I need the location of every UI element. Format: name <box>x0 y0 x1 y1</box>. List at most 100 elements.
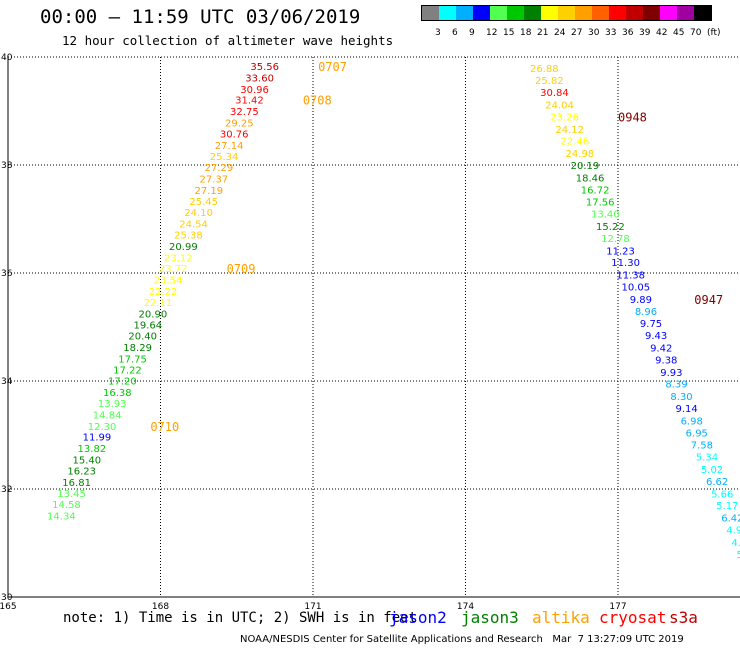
wave-height-value: 24.54 <box>179 219 208 230</box>
wave-height-value: 14.84 <box>93 410 122 421</box>
wave-height-value: 25.34 <box>210 152 239 163</box>
satellite-legend-item: s3a <box>669 608 698 627</box>
wave-height-value: 16.23 <box>67 467 96 478</box>
wave-height-value: 9.14 <box>675 404 697 415</box>
wave-height-value: 13.82 <box>78 444 107 455</box>
color-scale-label: 18 <box>520 28 532 38</box>
color-scale-label: 33 <box>605 28 617 38</box>
color-swatch <box>677 6 694 20</box>
wave-height-value: 4.86 <box>731 538 740 549</box>
wave-height-value: 5.66 <box>711 489 733 500</box>
color-swatch <box>490 6 507 20</box>
pass-time-label: 0948 <box>618 110 647 124</box>
latitude-tick-label: 36 <box>1 269 13 279</box>
wave-height-value: 5.83 <box>736 550 740 561</box>
wave-height-value: 22.22 <box>149 287 178 298</box>
wave-height-value: 9.89 <box>630 295 652 306</box>
color-scale-label: (ft) <box>707 28 721 38</box>
satellite-legend-item: altika <box>532 608 590 627</box>
longitude-tick-label: 171 <box>304 602 321 612</box>
latitude-tick-label: 32 <box>1 485 12 495</box>
wave-height-value: 13.40 <box>591 210 620 221</box>
wave-height-value: 11.99 <box>83 433 112 444</box>
wave-height-value: 20.19 <box>571 161 600 172</box>
wave-height-value: 23.72 <box>159 264 188 275</box>
wave-height-value: 29.25 <box>225 118 254 129</box>
wave-height-value: 25.45 <box>189 197 218 208</box>
wave-height-value: 12.78 <box>601 234 630 245</box>
wave-height-value: 27.29 <box>205 163 234 174</box>
color-scale-label: 9 <box>469 28 475 38</box>
wave-height-value: 16.81 <box>62 478 91 489</box>
wave-height-value: 27.14 <box>215 141 244 152</box>
wave-height-value: 8.39 <box>665 380 687 391</box>
wave-height-value: 25.38 <box>174 231 203 242</box>
satellite-legend-item: jason2 <box>389 608 447 627</box>
wave-height-value: 5.17 <box>716 501 738 512</box>
color-scale-label: 30 <box>588 28 600 38</box>
wave-height-value: 35.56 <box>250 62 279 73</box>
wave-height-value: 6.98 <box>681 416 703 427</box>
color-swatch <box>541 6 558 20</box>
wave-height-value: 11.23 <box>606 246 635 257</box>
latitude-tick-label: 34 <box>1 377 13 387</box>
wave-height-value: 30.76 <box>220 130 249 141</box>
credit-line: NOAA/NESDIS Center for Satellite Applica… <box>240 634 684 645</box>
pass-time-label: 0709 <box>227 262 256 276</box>
wave-height-value: 17.56 <box>586 198 615 209</box>
color-scale-label: 45 <box>673 28 685 38</box>
wave-height-value: 14.58 <box>52 500 81 511</box>
color-swatch <box>524 6 541 20</box>
wave-height-value: 14.34 <box>47 511 76 522</box>
color-scale-label: 15 <box>503 28 515 38</box>
wave-height-value: 8.30 <box>670 392 692 403</box>
wave-height-value: 9.93 <box>660 368 682 379</box>
wave-height-value: 15.22 <box>596 222 625 233</box>
wave-height-value: 5.34 <box>696 453 718 464</box>
wave-height-value: 32.75 <box>230 107 259 118</box>
wave-height-value: 31.42 <box>235 96 264 107</box>
color-scale-label: 3 <box>435 28 441 38</box>
color-swatch <box>609 6 626 20</box>
wave-height-value: 9.42 <box>650 344 672 355</box>
wave-height-value: 17.22 <box>113 366 142 377</box>
color-swatch <box>439 6 456 20</box>
wave-height-value: 16.72 <box>581 185 610 196</box>
wave-height-value: 7.58 <box>691 441 713 452</box>
wave-height-value: 27.19 <box>194 186 223 197</box>
color-swatch <box>507 6 524 20</box>
color-scale-label: 12 <box>486 28 498 38</box>
wave-height-value: 8.96 <box>635 307 657 318</box>
page-title: 00:00 – 11:59 UTC 03/06/2019 <box>40 6 361 28</box>
longitude-tick-label: 177 <box>609 602 626 612</box>
color-scale-label: 70 <box>690 28 702 38</box>
wave-height-value: 17.75 <box>118 354 147 365</box>
wave-height-value: 17.20 <box>108 376 137 387</box>
wave-height-value: 30.96 <box>240 85 269 96</box>
color-swatch <box>626 6 643 20</box>
wave-height-value: 25.82 <box>535 76 564 87</box>
pass-time-label: 0708 <box>303 94 332 108</box>
wave-height-value: 24.04 <box>545 101 574 112</box>
color-scale-label: 27 <box>571 28 583 38</box>
wave-height-value: 10.05 <box>621 283 650 294</box>
latitude-tick-label: 40 <box>1 53 13 63</box>
longitude-tick-label: 165 <box>0 602 17 612</box>
color-swatch <box>575 6 592 20</box>
wave-height-value: 24.10 <box>184 208 213 219</box>
satellite-legend-item: cryosat <box>599 608 667 627</box>
color-scale-label: 24 <box>554 28 566 38</box>
page-subtitle: 12 hour collection of altimeter wave hei… <box>62 33 394 48</box>
longitude-tick-label: 168 <box>152 602 169 612</box>
pass-time-label: 0710 <box>150 420 179 434</box>
latitude-tick-label: 38 <box>1 161 13 171</box>
wave-height-value: 23.54 <box>154 275 183 286</box>
wave-height-value: 12.30 <box>88 422 117 433</box>
wave-height-value: 5.02 <box>701 465 723 476</box>
pass-time-label: 0947 <box>694 293 723 307</box>
color-scale-bar: 3 6 9 12 15 18 21 24 27 30 33 36 39 42 45 70 (ft) <box>421 5 721 38</box>
color-swatch <box>592 6 609 20</box>
color-swatch <box>643 6 660 20</box>
wave-height-value: 11.38 <box>616 271 645 282</box>
